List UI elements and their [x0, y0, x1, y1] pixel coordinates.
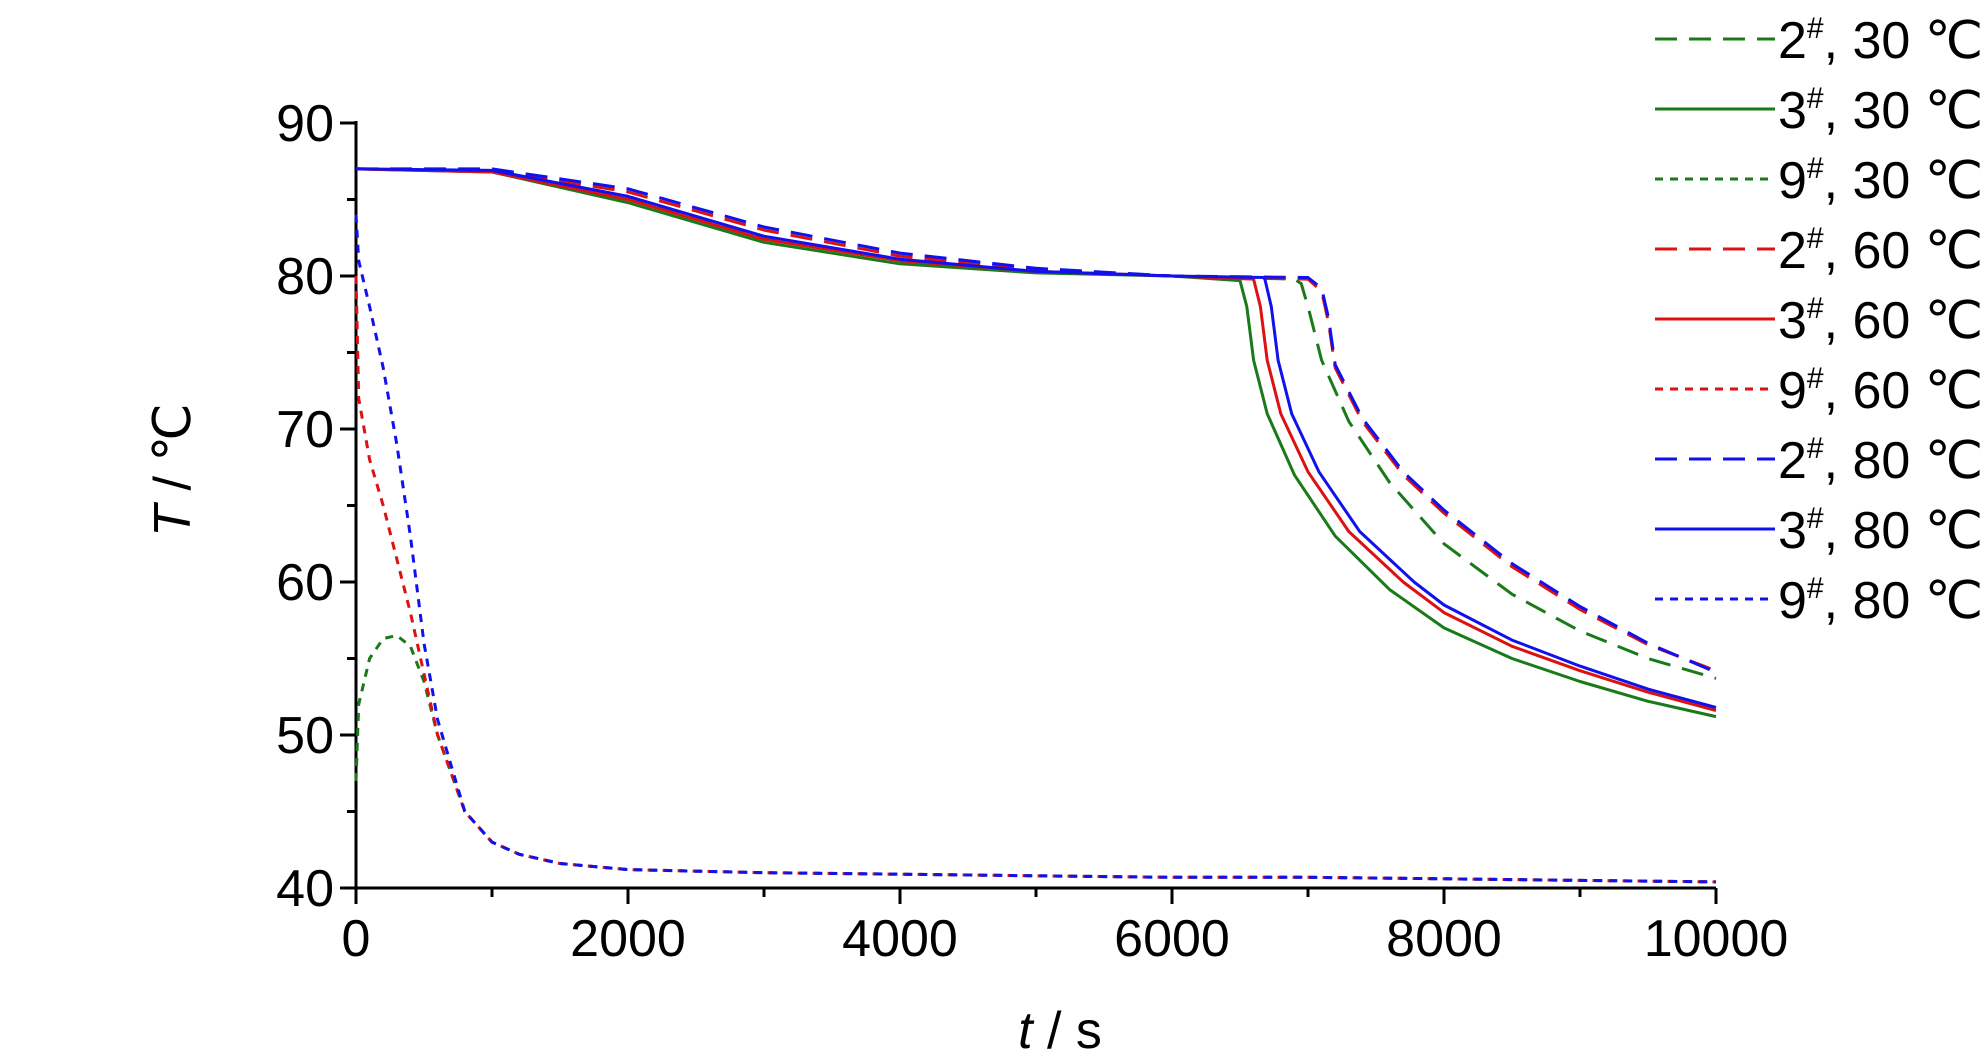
y-tick-label: 50 — [276, 707, 334, 765]
series-line — [355, 167, 1717, 719]
x-tick-label: 0 — [342, 910, 371, 968]
x-tick-label: 10000 — [1644, 910, 1789, 968]
x-tick-label: 8000 — [1386, 910, 1502, 968]
series-line — [354, 214, 1717, 884]
series-lines — [354, 167, 1717, 884]
y-tick-label: 40 — [276, 860, 334, 918]
series-line — [355, 167, 1717, 712]
y-tick-label: 90 — [276, 95, 334, 153]
series-line — [355, 167, 1717, 680]
x-tick-label: 4000 — [842, 910, 958, 968]
x-tick-label: 6000 — [1114, 910, 1230, 968]
x-axis-variable: t — [1018, 1002, 1035, 1060]
legend-label: 3#, 60 ℃ — [1778, 292, 1983, 350]
series-line — [356, 167, 1717, 674]
legend: 2#, 30 ℃ 3#, 30 ℃ 9#, 30 ℃ 2#, 60 ℃ 3#, 60 ℃… — [1655, 12, 1983, 630]
legend-label: 9#, 60 ℃ — [1778, 362, 1983, 420]
y-axis-variable: T — [144, 502, 202, 537]
y-tick-label: 70 — [276, 401, 334, 459]
legend-label: 2#, 30 ℃ — [1778, 12, 1983, 70]
legend-label: 2#, 60 ℃ — [1778, 222, 1983, 280]
x-axis-unit: / s — [1033, 1002, 1102, 1060]
legend-label: 2#, 80 ℃ — [1778, 432, 1983, 490]
legend-label: 3#, 80 ℃ — [1778, 502, 1983, 560]
x-tick-label: 2000 — [570, 910, 686, 968]
series-line — [354, 275, 1717, 884]
legend-label: 9#, 80 ℃ — [1778, 572, 1983, 630]
x-axis-label: t / s — [1018, 1002, 1102, 1060]
series-line — [354, 634, 1717, 884]
series-line — [355, 167, 1717, 709]
y-tick-label: 80 — [276, 248, 334, 306]
y-tick-label: 60 — [276, 554, 334, 612]
axes: 40 50 60 70 80 90 0 2000 4000 6000 8000 10000 — [276, 95, 1788, 968]
legend-label: 3#, 30 ℃ — [1778, 82, 1983, 140]
y-axis-unit: / ℃ — [144, 403, 202, 505]
y-axis-label: T / ℃ — [144, 403, 202, 537]
legend-label: 9#, 30 ℃ — [1778, 152, 1983, 210]
